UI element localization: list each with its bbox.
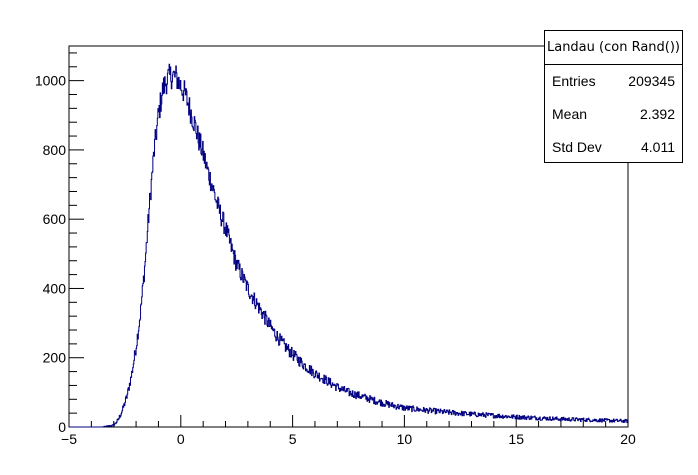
x-tick-label: 20: [620, 431, 636, 447]
y-tick-label: 1000: [35, 73, 66, 89]
y-tick-label: 800: [43, 142, 67, 158]
stats-row-entries: Entries 209345: [545, 65, 682, 98]
stats-entries-label: Entries: [552, 73, 596, 89]
y-tick-label: 600: [43, 211, 67, 227]
y-tick-label: 400: [43, 280, 67, 296]
stats-stddev-value: 4.011: [641, 139, 675, 155]
x-tick-label: 15: [508, 431, 524, 447]
stats-stddev-label: Std Dev: [552, 139, 602, 155]
stats-entries-value: 209345: [628, 73, 675, 89]
x-tick-label: 0: [177, 431, 185, 447]
stats-row-stddev: Std Dev 4.011: [545, 131, 682, 164]
y-tick-label: 200: [43, 350, 67, 366]
x-tick-label: −5: [61, 431, 77, 447]
x-tick-label: 10: [397, 431, 413, 447]
histogram-series-line: [69, 63, 628, 428]
stats-mean-value: 2.392: [639, 106, 675, 122]
plot-frame: [68, 45, 629, 428]
x-tick-label: 5: [289, 431, 297, 447]
stats-title: Landau (con Rand()): [545, 31, 682, 65]
axis-ticks: [68, 52, 629, 428]
stats-box: Landau (con Rand()) Entries 209345 Mean …: [544, 30, 683, 163]
y-tick-label: 0: [58, 419, 66, 435]
stats-row-mean: Mean 2.392: [545, 98, 682, 131]
stats-mean-label: Mean: [552, 106, 588, 122]
